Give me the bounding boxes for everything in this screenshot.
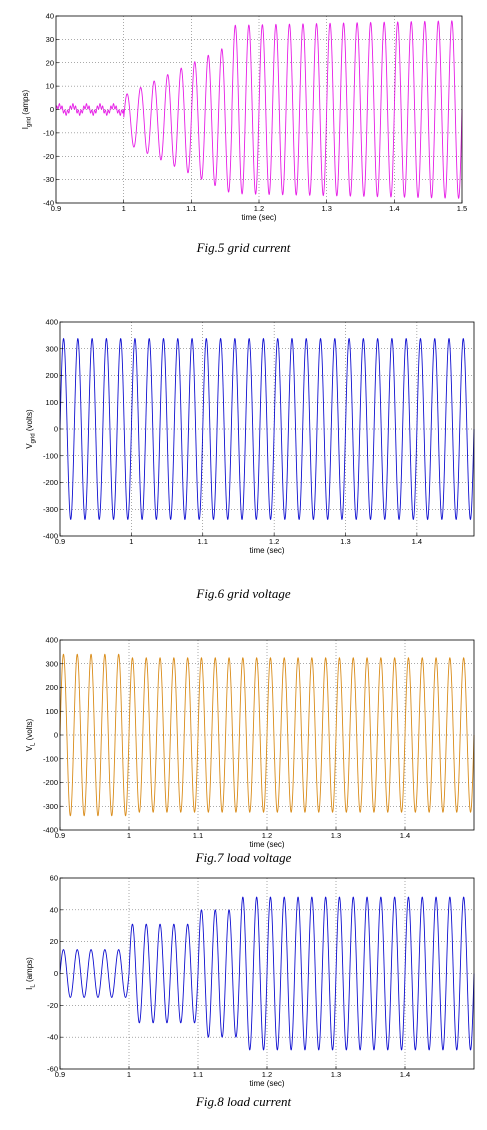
y-tick-label: -20: [43, 152, 54, 161]
y-tick-label: 40: [46, 12, 54, 21]
x-tick-label: 1.2: [269, 537, 279, 546]
y-axis-label: IL (amps): [25, 957, 37, 990]
y-tick-label: 20: [46, 58, 54, 67]
caption-grid-voltage: Fig.6 grid voltage: [196, 586, 291, 601]
y-tick-label: -400: [43, 826, 58, 835]
y-tick-label: -30: [43, 175, 54, 184]
series-line: [59, 337, 475, 521]
x-tick-label: 1.3: [331, 831, 341, 840]
x-tick-label: 1.4: [389, 204, 399, 213]
x-tick-label: 1: [127, 831, 131, 840]
y-tick-label: -40: [43, 199, 54, 208]
caption-load-voltage: Fig.7 load voltage: [195, 850, 292, 865]
y-tick-label: 0: [54, 425, 58, 434]
y-tick-label: -200: [43, 778, 58, 787]
x-tick-label: 1.2: [254, 204, 264, 213]
y-tick-label: 300: [45, 659, 58, 668]
y-tick-label: 200: [45, 683, 58, 692]
y-tick-label: -400: [43, 532, 58, 541]
figure-grid-voltage: 0.9 1 1.1 1.2 1.3 1.4 -400 -300 -200 -100 0 100 200 3…: [0, 310, 487, 610]
y-tick-label: 100: [45, 398, 58, 407]
x-tick-label: 1.4: [400, 1070, 410, 1079]
y-tick-label: -200: [43, 478, 58, 487]
series-line: [55, 20, 463, 200]
x-tick-label: 0.9: [51, 204, 61, 213]
x-axis-label: time (sec): [249, 840, 284, 849]
figure-grid-current: 0.9 1 1.1 1.2 1.3 1.4 1.5 -40 -30 -20 -10 0 10 20 30 40…: [0, 0, 487, 270]
y-tick-label: -100: [43, 451, 58, 460]
x-axis-label: time (sec): [249, 546, 284, 555]
y-tick-label: 10: [46, 82, 54, 91]
x-tick-label: 1.3: [331, 1070, 341, 1079]
x-tick-label: 1: [129, 537, 133, 546]
series-line: [59, 896, 475, 1051]
y-tick-label: -10: [43, 128, 54, 137]
y-tick-label: -300: [43, 802, 58, 811]
chart-load-current: 0.9 1 1.1 1.2 1.3 1.4 -60 -40 -20 0 20 40 60 time (se…: [25, 874, 475, 1088]
y-tick-label: 0: [50, 105, 54, 114]
x-tick-label: 1.2: [262, 831, 272, 840]
y-tick-label: -40: [47, 1033, 58, 1042]
x-tick-label: 1.2: [262, 1070, 272, 1079]
figure-load-voltage: 0.9 1 1.1 1.2 1.3 1.4 -400 -300 -200 -100 0 100 200 3…: [0, 620, 487, 870]
y-tick-label: 20: [50, 937, 58, 946]
y-tick-label: -100: [43, 754, 58, 763]
x-tick-label: 0.9: [55, 1070, 65, 1079]
series-line: [59, 653, 475, 817]
x-tick-label: 1.3: [321, 204, 331, 213]
x-tick-label: 1.1: [186, 204, 196, 213]
y-tick-label: -60: [47, 1065, 58, 1074]
x-tick-label: 1.4: [412, 537, 422, 546]
y-axis-label: VL (volts): [25, 718, 37, 751]
caption-load-current: Fig.8 load current: [195, 1094, 292, 1109]
y-tick-label: 400: [45, 318, 58, 327]
x-tick-label: 0.9: [55, 831, 65, 840]
x-tick-label: 0.9: [55, 537, 65, 546]
y-tick-label: 200: [45, 371, 58, 380]
y-tick-label: -300: [43, 505, 58, 514]
chart-grid-current: 0.9 1 1.1 1.2 1.3 1.4 1.5 -40 -30 -20 -10 0 10 20 30 40…: [21, 12, 467, 223]
y-tick-label: 300: [45, 344, 58, 353]
x-tick-label: 1: [127, 1070, 131, 1079]
y-tick-label: 400: [45, 636, 58, 645]
x-tick-label: 1.1: [198, 537, 208, 546]
y-tick-label: 0: [54, 731, 58, 740]
y-tick-label: 100: [45, 707, 58, 716]
figure-load-current: 0.9 1 1.1 1.2 1.3 1.4 -60 -40 -20 0 20 40 60 time (se…: [0, 868, 487, 1130]
y-tick-label: -20: [47, 1001, 58, 1010]
y-axis-label: Igrid (amps): [21, 89, 33, 129]
x-tick-label: 1.3: [340, 537, 350, 546]
y-tick-label: 0: [54, 969, 58, 978]
caption-grid-current: Fig.5 grid current: [196, 240, 291, 255]
x-tick-label: 1.4: [400, 831, 410, 840]
y-tick-label: 60: [50, 874, 58, 883]
y-tick-label: 40: [50, 905, 58, 914]
x-tick-label: 1.5: [457, 204, 467, 213]
x-axis-label: time (sec): [249, 1079, 284, 1088]
x-tick-label: 1: [122, 204, 126, 213]
chart-grid-voltage: 0.9 1 1.1 1.2 1.3 1.4 -400 -300 -200 -100 0 100 200 3…: [25, 318, 475, 555]
chart-load-voltage: 0.9 1 1.1 1.2 1.3 1.4 -400 -300 -200 -100 0 100 200 3…: [25, 636, 475, 849]
y-axis-label: Vgrid (volts): [25, 409, 37, 449]
x-tick-label: 1.1: [193, 831, 203, 840]
y-tick-label: 30: [46, 35, 54, 44]
x-tick-label: 1.1: [193, 1070, 203, 1079]
x-axis-label: time (sec): [241, 213, 276, 222]
